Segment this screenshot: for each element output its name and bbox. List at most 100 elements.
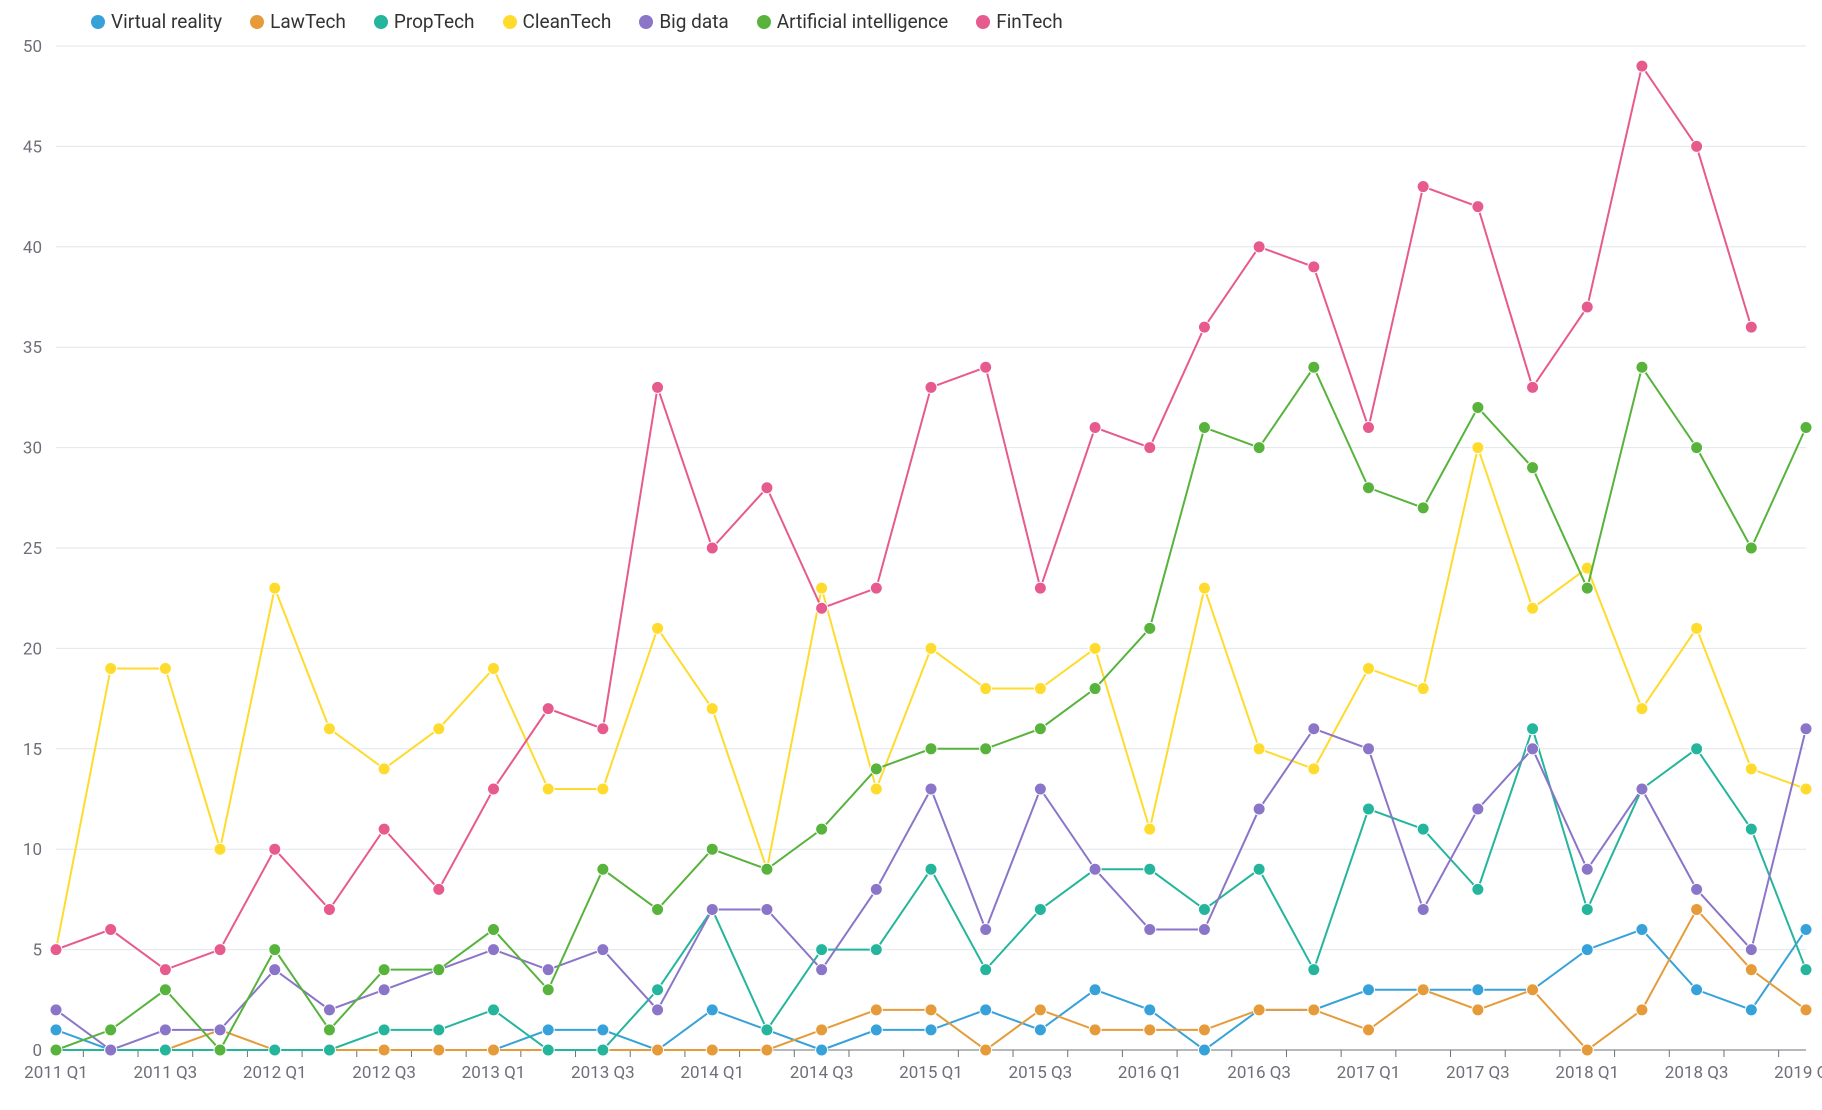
series-point[interactable] bbox=[1745, 944, 1757, 956]
series-point[interactable] bbox=[1745, 321, 1757, 333]
series-point[interactable] bbox=[1745, 964, 1757, 976]
series-point[interactable] bbox=[1253, 241, 1265, 253]
series-point[interactable] bbox=[816, 944, 828, 956]
series-point[interactable] bbox=[652, 984, 664, 996]
series-point[interactable] bbox=[980, 1004, 992, 1016]
series-point[interactable] bbox=[1308, 1004, 1320, 1016]
series-point[interactable] bbox=[980, 1044, 992, 1056]
series-point[interactable] bbox=[50, 1024, 62, 1036]
series-point[interactable] bbox=[488, 1044, 500, 1056]
series-point[interactable] bbox=[1089, 1024, 1101, 1036]
series-point[interactable] bbox=[816, 964, 828, 976]
series-point[interactable] bbox=[50, 1044, 62, 1056]
series-point[interactable] bbox=[925, 1004, 937, 1016]
series-point[interactable] bbox=[542, 984, 554, 996]
series-point[interactable] bbox=[1636, 924, 1648, 936]
series-point[interactable] bbox=[925, 1024, 937, 1036]
series-point[interactable] bbox=[870, 763, 882, 775]
series-point[interactable] bbox=[816, 1024, 828, 1036]
series-point[interactable] bbox=[1691, 442, 1703, 454]
series-point[interactable] bbox=[488, 1004, 500, 1016]
series-point[interactable] bbox=[105, 662, 117, 674]
series-point[interactable] bbox=[1198, 422, 1210, 434]
series-point[interactable] bbox=[761, 863, 773, 875]
series-point[interactable] bbox=[269, 582, 281, 594]
series-point[interactable] bbox=[1144, 622, 1156, 634]
series-point[interactable] bbox=[1691, 883, 1703, 895]
series-point[interactable] bbox=[1198, 1024, 1210, 1036]
series-point[interactable] bbox=[597, 1024, 609, 1036]
series-point[interactable] bbox=[761, 1024, 773, 1036]
series-point[interactable] bbox=[925, 381, 937, 393]
series-point[interactable] bbox=[870, 1004, 882, 1016]
series-point[interactable] bbox=[1198, 903, 1210, 915]
series-point[interactable] bbox=[597, 783, 609, 795]
series-point[interactable] bbox=[652, 622, 664, 634]
series-point[interactable] bbox=[1034, 783, 1046, 795]
series-point[interactable] bbox=[1745, 763, 1757, 775]
series-point[interactable] bbox=[1527, 602, 1539, 614]
series-point[interactable] bbox=[980, 683, 992, 695]
series-point[interactable] bbox=[1745, 823, 1757, 835]
series-point[interactable] bbox=[816, 1044, 828, 1056]
series-point[interactable] bbox=[1581, 863, 1593, 875]
series-point[interactable] bbox=[706, 1004, 718, 1016]
legend-item-lawtech[interactable]: LawTech bbox=[250, 10, 346, 33]
series-point[interactable] bbox=[1417, 683, 1429, 695]
series-point[interactable] bbox=[1581, 582, 1593, 594]
series-point[interactable] bbox=[1308, 361, 1320, 373]
series-point[interactable] bbox=[1636, 361, 1648, 373]
legend-item-proptech[interactable]: PropTech bbox=[374, 10, 475, 33]
series-point[interactable] bbox=[1144, 823, 1156, 835]
legend-item-big-data[interactable]: Big data bbox=[639, 10, 728, 33]
series-point[interactable] bbox=[1144, 863, 1156, 875]
series-point[interactable] bbox=[1472, 803, 1484, 815]
series-point[interactable] bbox=[323, 723, 335, 735]
series-point[interactable] bbox=[1417, 181, 1429, 193]
series-point[interactable] bbox=[1198, 924, 1210, 936]
series-point[interactable] bbox=[1472, 442, 1484, 454]
series-point[interactable] bbox=[1034, 903, 1046, 915]
series-point[interactable] bbox=[1089, 863, 1101, 875]
legend-item-fintech[interactable]: FinTech bbox=[976, 10, 1063, 33]
series-point[interactable] bbox=[323, 1044, 335, 1056]
series-point[interactable] bbox=[1253, 803, 1265, 815]
series-point[interactable] bbox=[433, 964, 445, 976]
legend-item-cleantech[interactable]: CleanTech bbox=[503, 10, 612, 33]
series-point[interactable] bbox=[1527, 743, 1539, 755]
series-point[interactable] bbox=[652, 903, 664, 915]
series-point[interactable] bbox=[542, 1044, 554, 1056]
series-point[interactable] bbox=[214, 1044, 226, 1056]
series-point[interactable] bbox=[870, 582, 882, 594]
series-point[interactable] bbox=[1253, 863, 1265, 875]
series-point[interactable] bbox=[488, 783, 500, 795]
series-point[interactable] bbox=[870, 883, 882, 895]
series-point[interactable] bbox=[1089, 422, 1101, 434]
series-point[interactable] bbox=[1144, 1004, 1156, 1016]
series-point[interactable] bbox=[50, 1004, 62, 1016]
series-point[interactable] bbox=[597, 723, 609, 735]
series-point[interactable] bbox=[816, 823, 828, 835]
series-point[interactable] bbox=[1691, 903, 1703, 915]
series-point[interactable] bbox=[1198, 1044, 1210, 1056]
series-point[interactable] bbox=[1089, 984, 1101, 996]
series-point[interactable] bbox=[1253, 743, 1265, 755]
series-point[interactable] bbox=[542, 1024, 554, 1036]
series-point[interactable] bbox=[1308, 964, 1320, 976]
series-point[interactable] bbox=[378, 984, 390, 996]
series-point[interactable] bbox=[1581, 903, 1593, 915]
series-point[interactable] bbox=[980, 924, 992, 936]
series-point[interactable] bbox=[269, 1044, 281, 1056]
series-point[interactable] bbox=[925, 863, 937, 875]
series-point[interactable] bbox=[378, 1024, 390, 1036]
series-point[interactable] bbox=[597, 944, 609, 956]
series-point[interactable] bbox=[542, 703, 554, 715]
series-point[interactable] bbox=[1800, 1004, 1812, 1016]
series-point[interactable] bbox=[269, 843, 281, 855]
series-point[interactable] bbox=[1581, 1044, 1593, 1056]
series-point[interactable] bbox=[1034, 723, 1046, 735]
series-point[interactable] bbox=[1417, 984, 1429, 996]
series-point[interactable] bbox=[1034, 582, 1046, 594]
series-point[interactable] bbox=[706, 903, 718, 915]
series-point[interactable] bbox=[1417, 502, 1429, 514]
